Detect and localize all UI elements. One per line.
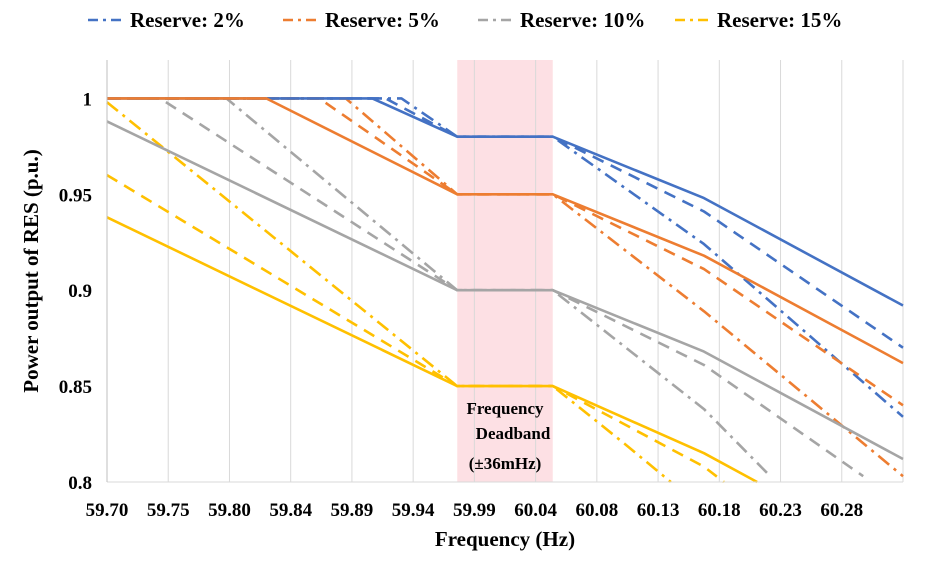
y-tick-label: 0.9 [68,281,92,302]
x-tick-label: 60.13 [637,500,680,521]
x-tick-label: 60.28 [820,500,863,521]
x-tick-label: 60.04 [514,500,557,521]
series-line-reserve-2-solid [107,97,904,307]
x-axis-ticks: 59.70 59.75 59.80 59.84 59.89 59.94 59.99 60.04… [86,500,864,521]
x-tick-label: 59.89 [331,500,374,521]
legend-item-reserve-15: Reserve: 15% [675,8,842,32]
legend-item-reserve-2: Reserve: 2% [88,8,245,32]
legend-label: Reserve: 10% [520,8,645,32]
plot-area [106,60,904,484]
deadband-region [457,60,553,482]
legend-item-reserve-5: Reserve: 5% [283,8,440,32]
deadband-annotation-line-1: Frequency [466,399,544,418]
x-tick-label: 59.75 [147,500,190,521]
y-tick-label: 1 [83,89,93,110]
y-tick-label: 0.8 [68,473,92,494]
series-line-reserve-5-solid [107,97,904,365]
deadband-annotation-line-3: (±36mHz) [469,454,542,473]
legend: Reserve: 2% Reserve: 5% Reserve: 10% Reserv… [88,8,842,32]
x-tick-label: 60.18 [698,500,741,521]
deadband-annotation-line-2: Deadband [476,424,551,443]
series-line-reserve-15-solid [106,216,758,484]
deadband-annotation: Frequency Deadband (±36mHz) [466,399,550,473]
series-line-reserve-10-dash-dot [107,97,772,478]
y-axis-title: Power output of RES (p.u.) [19,149,43,392]
series-line-reserve-10-solid [106,120,904,461]
legend-label: Reserve: 15% [717,8,842,32]
x-tick-label: 59.99 [453,500,496,521]
x-tick-label: 60.08 [575,500,618,521]
y-tick-label: 0.85 [59,377,92,398]
y-tick-label: 0.95 [59,185,92,206]
x-axis-title: Frequency (Hz) [435,527,575,551]
x-tick-label: 59.84 [269,500,312,521]
legend-item-reserve-10: Reserve: 10% [478,8,645,32]
x-tick-label: 59.80 [208,500,251,521]
legend-label: Reserve: 5% [325,8,440,32]
series-lines [106,97,904,484]
legend-label: Reserve: 2% [130,8,245,32]
x-tick-label: 59.70 [86,500,129,521]
series-line-reserve-15-dash-dot [106,101,672,484]
x-tick-label: 59.94 [392,500,435,521]
y-axis-ticks: 1 0.95 0.9 0.85 0.8 [59,89,92,494]
x-tick-label: 60.23 [759,500,802,521]
